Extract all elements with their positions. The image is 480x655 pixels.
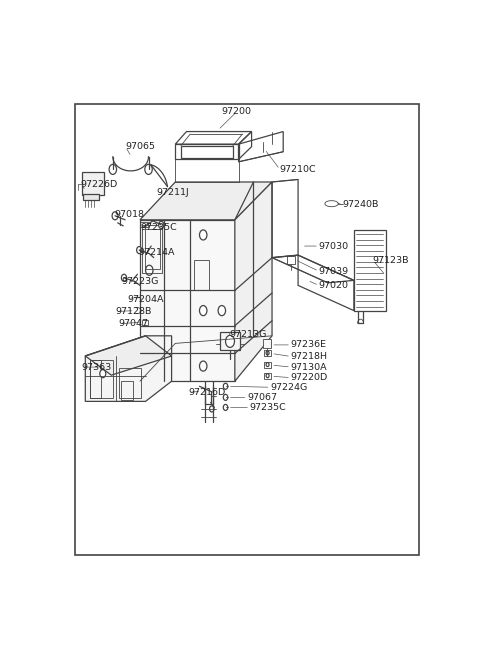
Bar xyxy=(264,350,271,356)
Polygon shape xyxy=(235,182,272,381)
Polygon shape xyxy=(85,336,172,375)
Bar xyxy=(142,320,148,325)
Circle shape xyxy=(145,265,153,275)
Bar xyxy=(264,373,271,379)
Text: 97214A: 97214A xyxy=(138,248,175,257)
Bar xyxy=(220,332,240,350)
Text: 97065: 97065 xyxy=(125,142,155,151)
Text: 97216D: 97216D xyxy=(188,388,226,397)
Text: 97020: 97020 xyxy=(319,281,348,290)
Circle shape xyxy=(200,361,207,371)
Text: 97223G: 97223G xyxy=(121,277,159,286)
Bar xyxy=(119,367,141,398)
Text: 97047: 97047 xyxy=(119,319,149,328)
Circle shape xyxy=(223,383,228,389)
Text: 97235C: 97235C xyxy=(250,403,287,412)
Text: 97213G: 97213G xyxy=(229,330,266,339)
Text: 97220D: 97220D xyxy=(290,373,328,382)
Polygon shape xyxy=(85,336,172,402)
Text: 97128B: 97128B xyxy=(115,307,151,316)
Circle shape xyxy=(100,369,106,378)
Text: 97210C: 97210C xyxy=(279,165,316,174)
Text: 97204A: 97204A xyxy=(128,295,164,303)
Circle shape xyxy=(109,164,117,174)
Polygon shape xyxy=(140,220,235,381)
Text: 97130A: 97130A xyxy=(290,363,327,371)
Circle shape xyxy=(112,212,118,220)
Text: 97039: 97039 xyxy=(319,267,348,276)
Circle shape xyxy=(121,274,127,282)
Bar xyxy=(145,229,160,269)
Circle shape xyxy=(218,305,226,316)
Circle shape xyxy=(266,363,269,367)
Circle shape xyxy=(266,351,269,355)
Text: 97240B: 97240B xyxy=(343,200,379,209)
Bar xyxy=(90,360,101,398)
Text: 97123B: 97123B xyxy=(372,255,409,265)
Bar xyxy=(140,222,148,227)
Text: 97235C: 97235C xyxy=(140,223,177,232)
Bar xyxy=(264,362,271,367)
Circle shape xyxy=(266,373,269,378)
Circle shape xyxy=(226,335,234,347)
Text: 97224G: 97224G xyxy=(270,383,307,392)
Circle shape xyxy=(223,404,228,411)
Bar xyxy=(142,225,162,272)
Bar xyxy=(75,103,419,555)
Circle shape xyxy=(145,164,152,174)
Circle shape xyxy=(223,394,228,400)
Circle shape xyxy=(137,246,142,253)
Bar xyxy=(194,260,209,290)
Text: 97200: 97200 xyxy=(222,107,252,116)
Text: 97030: 97030 xyxy=(319,242,348,251)
Circle shape xyxy=(200,230,207,240)
Text: 97067: 97067 xyxy=(247,393,277,402)
Bar xyxy=(82,172,104,195)
Text: 97226D: 97226D xyxy=(81,180,118,189)
Bar xyxy=(287,255,295,264)
Bar xyxy=(354,230,385,310)
Bar xyxy=(84,194,99,200)
Polygon shape xyxy=(140,182,272,220)
Text: 97236E: 97236E xyxy=(290,341,326,349)
Circle shape xyxy=(158,221,164,229)
Bar xyxy=(263,339,271,348)
Text: 97018: 97018 xyxy=(114,210,144,219)
Text: 97211J: 97211J xyxy=(156,187,190,196)
Bar xyxy=(121,381,132,400)
Bar xyxy=(90,360,113,398)
Text: 97218H: 97218H xyxy=(290,352,328,361)
Circle shape xyxy=(200,305,207,316)
Circle shape xyxy=(210,406,214,412)
Text: 97363: 97363 xyxy=(82,363,112,371)
